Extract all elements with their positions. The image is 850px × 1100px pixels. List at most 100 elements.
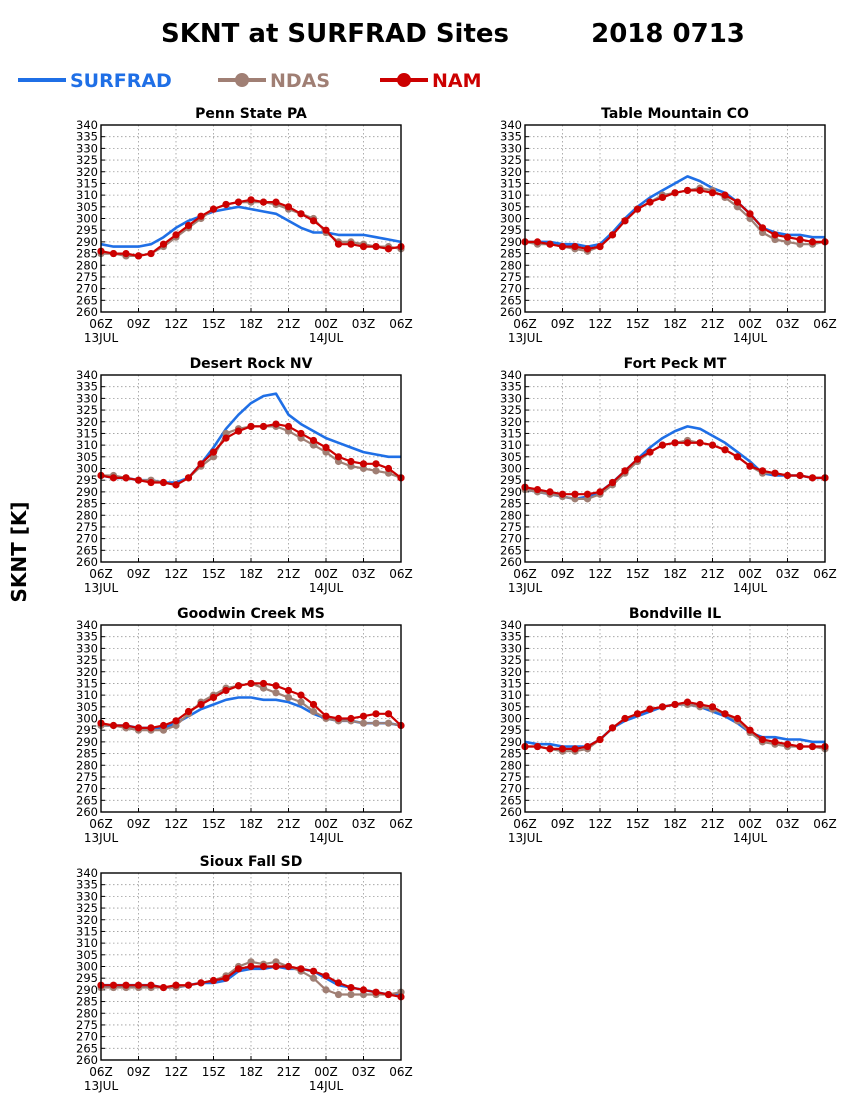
- data-point-nam: [533, 485, 542, 494]
- y-tick-label: 300: [76, 462, 98, 476]
- y-tick-label: 300: [500, 462, 522, 476]
- data-point-nam: [808, 742, 817, 751]
- data-point-nam: [159, 983, 168, 992]
- data-point-nam: [359, 712, 368, 720]
- data-point-nam: [334, 714, 343, 723]
- y-tick-label: 320: [500, 665, 522, 679]
- y-tick-label: 330: [500, 391, 522, 405]
- y-tick-label: 265: [500, 543, 522, 557]
- y-tick-label: 285: [76, 747, 98, 761]
- data-point-nam: [633, 205, 642, 213]
- x-tick-label: 09Z: [127, 817, 151, 831]
- x-tick-label: 00Z: [314, 567, 338, 581]
- date-label: 13JUL: [84, 581, 119, 595]
- data-point-nam: [796, 742, 804, 751]
- y-tick-label: 275: [76, 770, 98, 784]
- data-point-nam: [658, 193, 667, 202]
- data-point-nam: [322, 226, 330, 234]
- data-point-nam: [347, 240, 355, 248]
- data-point-nam: [571, 242, 579, 251]
- y-tick-label: 260: [76, 805, 98, 819]
- y-tick-label: 265: [76, 1041, 98, 1055]
- data-point-nam: [671, 439, 679, 447]
- y-tick-label: 340: [500, 368, 522, 382]
- data-point-ndas: [359, 719, 368, 727]
- panel-title: Fort Peck MT: [624, 356, 727, 372]
- data-point-nam: [796, 235, 804, 244]
- x-tick-label: 06Z: [813, 817, 837, 831]
- y-tick-label: 275: [500, 770, 522, 784]
- y-tick-label: 330: [500, 641, 522, 655]
- y-tick-label: 300: [500, 712, 522, 726]
- y-tick-label: 290: [76, 983, 98, 997]
- data-point-nam: [608, 231, 617, 239]
- y-tick-label: 270: [76, 282, 98, 296]
- x-tick-label: 06Z: [513, 567, 537, 581]
- x-tick-label: 21Z: [701, 567, 725, 581]
- x-tick-label: 15Z: [202, 317, 226, 331]
- data-point-nam: [633, 455, 642, 463]
- panel-title: Penn State PA: [195, 106, 307, 122]
- data-point-ndas: [372, 467, 380, 475]
- data-point-ndas: [309, 707, 318, 716]
- x-tick-label: 21Z: [277, 817, 301, 831]
- y-tick-label: 280: [76, 1006, 98, 1020]
- plot-frame: [100, 374, 402, 563]
- y-tick-label: 295: [500, 723, 522, 737]
- y-axis-label: SKNT [K]: [7, 501, 31, 602]
- y-tick-label: 265: [500, 293, 522, 307]
- data-point-nam: [309, 700, 318, 709]
- y-tick-label: 320: [76, 913, 98, 927]
- date-label: 14JUL: [309, 1079, 344, 1093]
- data-point-nam: [259, 198, 268, 206]
- data-point-nam: [608, 478, 617, 487]
- y-tick-label: 320: [76, 165, 98, 179]
- data-point-ndas: [284, 693, 293, 702]
- y-tick-label: 335: [500, 130, 522, 144]
- x-tick-label: 15Z: [202, 817, 226, 831]
- y-tick-label: 320: [500, 415, 522, 429]
- data-point-nam: [372, 710, 380, 718]
- y-tick-label: 315: [76, 176, 98, 190]
- chart-title: SKNT at SURFRAD Sites: [161, 19, 509, 49]
- x-tick-label: 15Z: [626, 817, 650, 831]
- x-tick-label: 06Z: [389, 1065, 413, 1079]
- chart-panel: Desert Rock NV26026527027528028529029530…: [76, 356, 413, 595]
- x-tick-label: 06Z: [389, 317, 413, 331]
- data-point-nam: [372, 988, 380, 996]
- y-tick-label: 325: [76, 901, 98, 915]
- data-point-nam: [646, 198, 654, 206]
- x-tick-label: 18Z: [239, 567, 263, 581]
- x-tick-label: 12Z: [588, 817, 612, 831]
- x-tick-label: 12Z: [164, 567, 188, 581]
- data-point-nam: [272, 682, 280, 690]
- date-label: 14JUL: [733, 581, 768, 595]
- y-tick-label: 325: [500, 403, 522, 417]
- y-tick-label: 315: [500, 676, 522, 690]
- data-point-nam: [696, 700, 704, 709]
- data-point-nam: [708, 189, 717, 197]
- x-tick-label: 03Z: [776, 567, 800, 581]
- data-point-nam: [671, 700, 679, 709]
- x-tick-label: 00Z: [314, 817, 338, 831]
- y-tick-label: 315: [76, 676, 98, 690]
- data-point-nam: [683, 186, 692, 195]
- legend-marker: [235, 73, 249, 87]
- data-point-nam: [783, 233, 792, 241]
- data-point-nam: [384, 710, 393, 718]
- data-point-nam: [347, 983, 355, 992]
- data-point-nam: [746, 462, 754, 470]
- data-point-nam: [234, 427, 243, 435]
- data-point-nam: [334, 979, 343, 987]
- y-tick-label: 285: [500, 747, 522, 761]
- data-point-nam: [596, 735, 604, 744]
- x-tick-label: 18Z: [663, 817, 687, 831]
- data-point-nam: [272, 962, 280, 971]
- data-point-nam: [247, 962, 255, 971]
- data-point-nam: [796, 471, 804, 480]
- y-tick-label: 300: [76, 960, 98, 974]
- data-point-nam: [696, 186, 704, 195]
- data-point-nam: [184, 707, 193, 716]
- data-point-ndas: [384, 719, 393, 727]
- data-point-nam: [533, 238, 542, 246]
